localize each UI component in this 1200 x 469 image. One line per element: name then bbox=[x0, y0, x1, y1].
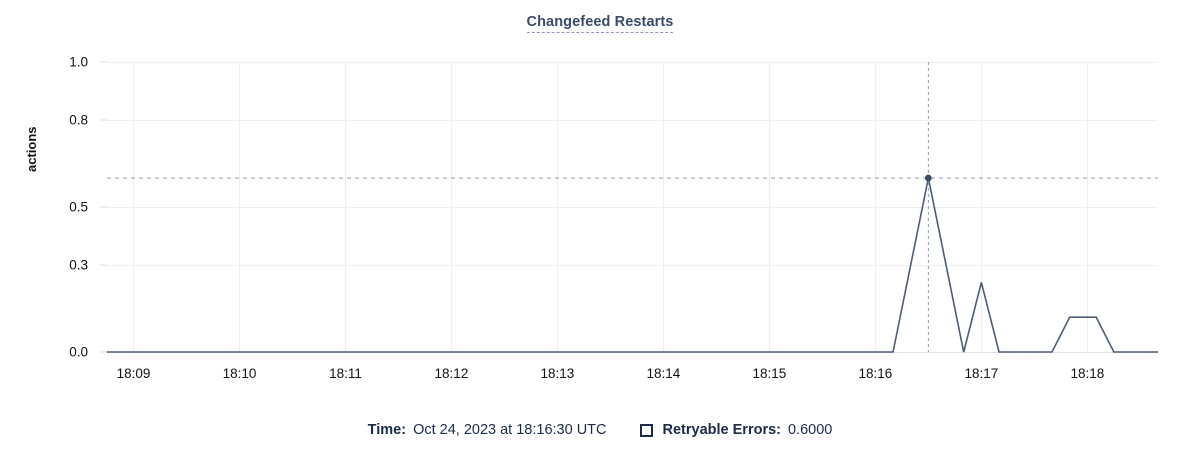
gridline-vertical bbox=[981, 62, 983, 352]
gridline-horizontal bbox=[107, 120, 1158, 121]
y-axis-tick-mark bbox=[100, 351, 107, 353]
crosshair-data-point-marker bbox=[924, 174, 932, 182]
x-axis-tick-label: 18:10 bbox=[222, 366, 257, 381]
gridline-vertical bbox=[557, 62, 559, 352]
footer-time-value: Oct 24, 2023 at 18:16:30 UTC bbox=[413, 422, 607, 438]
series-plot bbox=[107, 62, 1158, 353]
gridline-horizontal bbox=[107, 62, 1158, 63]
y-axis-tick-label: 0.5 bbox=[69, 199, 88, 215]
series-line bbox=[107, 177, 1158, 353]
gridline-vertical bbox=[769, 62, 771, 352]
legend-checkbox-icon[interactable] bbox=[639, 423, 653, 437]
gridline-horizontal bbox=[107, 265, 1158, 266]
x-axis-tick-label: 18:09 bbox=[116, 366, 151, 381]
gridline-vertical bbox=[239, 62, 241, 352]
y-axis-tick-mark bbox=[100, 264, 107, 266]
plot-area[interactable] bbox=[107, 62, 1158, 353]
gridline-vertical bbox=[451, 62, 453, 352]
y-axis-label: actions bbox=[24, 126, 39, 172]
chart-title: Changefeed Restarts bbox=[0, 14, 1200, 33]
y-axis-tick-label: 0.0 bbox=[69, 344, 88, 360]
x-axis-tick-label: 18:13 bbox=[540, 366, 575, 381]
y-axis-tick-mark bbox=[100, 61, 107, 63]
chart-footer: Time: Oct 24, 2023 at 18:16:30 UTC Retry… bbox=[0, 422, 1200, 438]
footer-series-label: Retryable Errors: bbox=[662, 422, 781, 438]
x-axis-tick-label: 18:17 bbox=[964, 366, 999, 381]
gridline-vertical bbox=[345, 62, 347, 352]
x-axis-tick-label: 18:16 bbox=[858, 366, 893, 381]
footer-legend-retryable-errors[interactable]: Retryable Errors: 0.6000 bbox=[639, 422, 833, 438]
x-axis-tick-label: 18:18 bbox=[1070, 366, 1105, 381]
y-axis-tick-label: 1.0 bbox=[69, 54, 88, 70]
footer-time-label: Time: bbox=[367, 422, 407, 438]
y-axis-tick-mark bbox=[100, 206, 107, 208]
gridline-vertical bbox=[663, 62, 665, 352]
y-axis-tick-mark bbox=[100, 119, 107, 121]
x-axis-tick-label: 18:14 bbox=[646, 366, 681, 381]
x-axis-tick-label: 18:12 bbox=[434, 366, 469, 381]
chart-title-text: Changefeed Restarts bbox=[526, 14, 674, 33]
footer-time: Time: Oct 24, 2023 at 18:16:30 UTC bbox=[368, 422, 607, 438]
gridline-vertical bbox=[875, 62, 877, 352]
x-axis-tick-label: 18:15 bbox=[752, 366, 787, 381]
gridline-vertical bbox=[133, 62, 135, 352]
gridline-horizontal bbox=[107, 207, 1158, 208]
footer-series-value: 0.6000 bbox=[787, 422, 833, 438]
y-axis-tick-label: 0.8 bbox=[69, 112, 88, 128]
gridline-vertical bbox=[1087, 62, 1089, 352]
x-axis-tick-label: 18:11 bbox=[329, 366, 362, 381]
y-axis-tick-label: 0.3 bbox=[69, 257, 88, 273]
